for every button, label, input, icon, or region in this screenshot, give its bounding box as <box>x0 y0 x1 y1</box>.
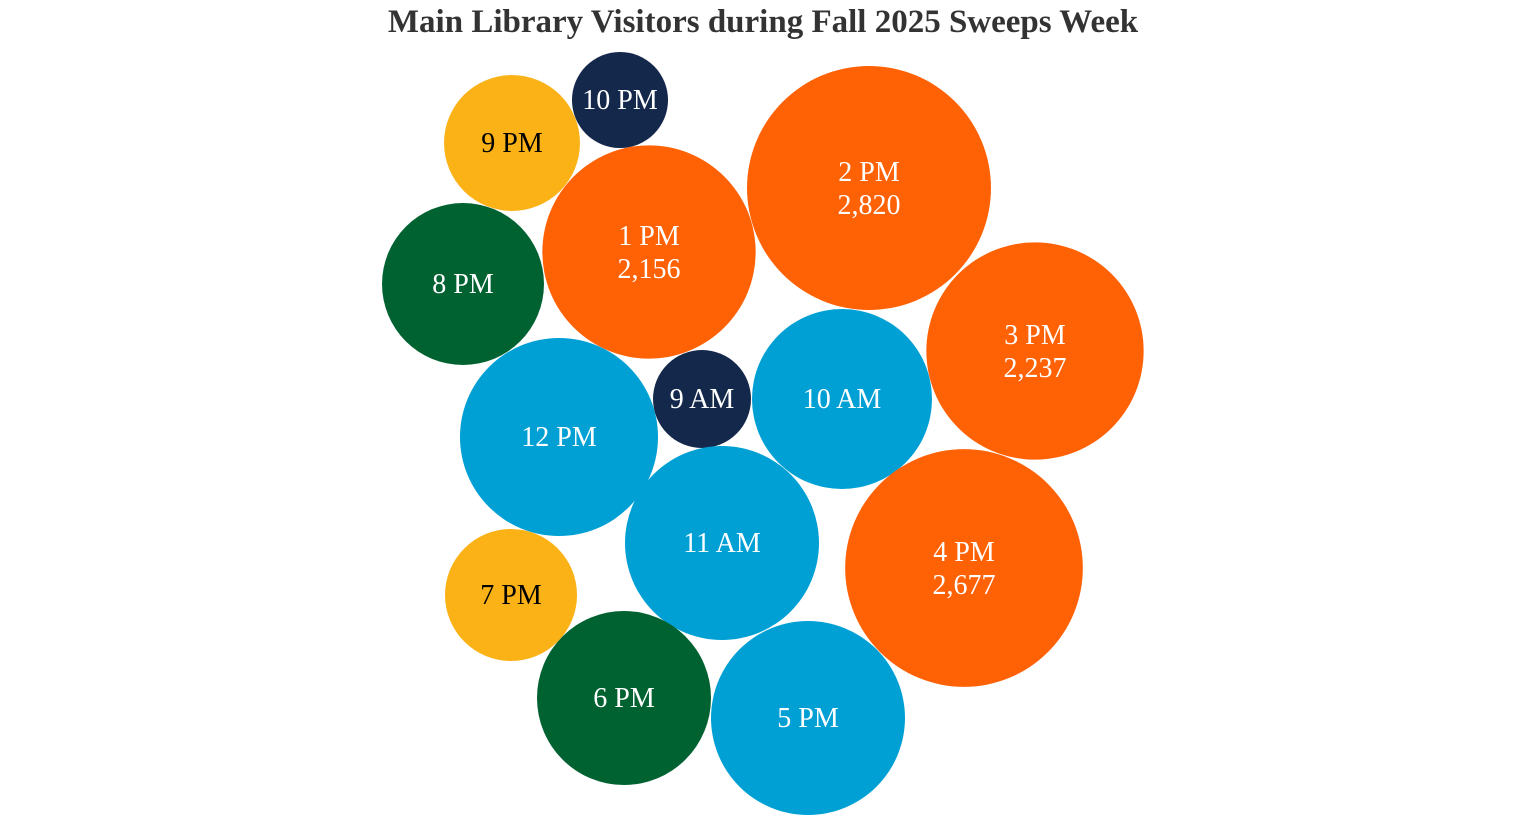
bubble-label: 9 AM <box>670 384 735 415</box>
bubble-circle <box>542 145 756 359</box>
bubble-circle <box>459 337 659 537</box>
bubble-7-pm: 7 PM <box>444 528 578 662</box>
bubble-1-pm: 1 PM2,156 <box>542 145 756 359</box>
bubble-6-pm: 6 PM <box>536 610 712 786</box>
bubble-label: 10 AM <box>803 384 882 415</box>
bubble-label: 1 PM <box>618 221 680 252</box>
bubble-circle <box>653 350 751 448</box>
bubble-circle <box>752 309 932 489</box>
bubble-label: 7 PM <box>480 580 542 611</box>
bubble-circle <box>444 528 578 662</box>
bubble-label: 9 PM <box>481 128 543 159</box>
bubble-9-am: 9 AM <box>653 350 751 448</box>
bubble-label: 11 AM <box>683 528 761 559</box>
bubble-label: 4 PM <box>933 537 995 568</box>
bubble-2-pm: 2 PM2,820 <box>747 66 991 310</box>
chart-title: Main Library Visitors during Fall 2025 S… <box>387 4 1139 40</box>
bubble-value-label: 2,237 <box>1004 353 1067 384</box>
bubble-label: 3 PM <box>1004 320 1066 351</box>
bubble-12-pm: 12 PM <box>459 337 659 537</box>
bubble-circle <box>444 75 580 211</box>
bubble-3-pm: 3 PM2,237 <box>926 242 1144 460</box>
bubble-value-label: 2,156 <box>618 254 681 285</box>
bubble-circle <box>926 242 1144 460</box>
bubble-circle <box>711 621 905 815</box>
bubble-circle <box>747 66 991 310</box>
bubble-circle <box>571 51 669 149</box>
bubble-9-pm: 9 PM <box>444 75 580 211</box>
bubble-label: 6 PM <box>593 683 655 714</box>
bubble-4-pm: 4 PM2,677 <box>845 449 1083 687</box>
bubble-10-am: 10 AM <box>752 309 932 489</box>
bubble-label: 8 PM <box>432 269 494 300</box>
bubble-value-label: 2,820 <box>838 190 901 221</box>
bubble-10-pm: 10 PM <box>571 51 669 149</box>
bubble-11-am: 11 AM <box>625 446 819 640</box>
bubble-label: 5 PM <box>777 703 839 734</box>
bubble-label: 12 PM <box>521 422 597 453</box>
bubble-5-pm: 5 PM <box>711 621 905 815</box>
bubble-circle <box>536 610 712 786</box>
bubble-circle <box>845 449 1083 687</box>
bubble-label: 10 PM <box>582 85 658 116</box>
bubble-circle <box>625 446 819 640</box>
bubble-label: 2 PM <box>838 157 900 188</box>
bubble-8-pm: 8 PM <box>382 203 544 365</box>
bubble-value-label: 2,677 <box>933 570 996 601</box>
bubble-circle <box>382 203 544 365</box>
